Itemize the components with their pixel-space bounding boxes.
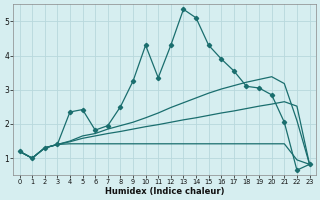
X-axis label: Humidex (Indice chaleur): Humidex (Indice chaleur) <box>105 187 224 196</box>
